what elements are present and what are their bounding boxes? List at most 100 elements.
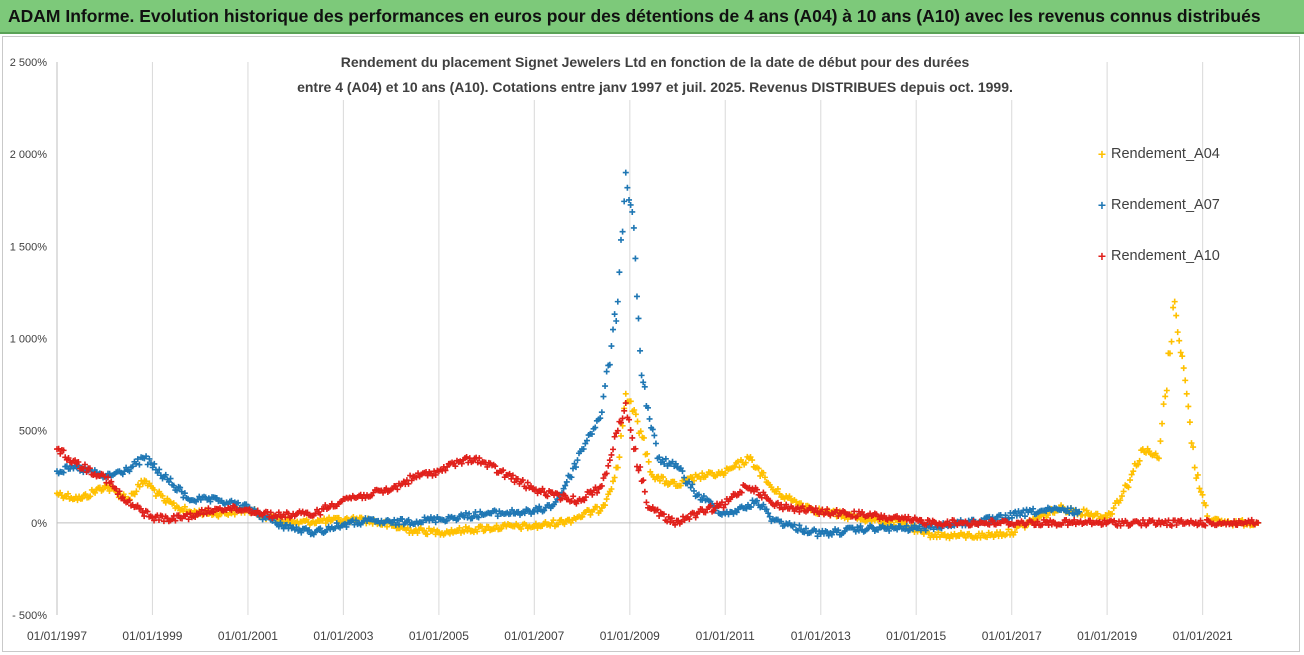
series-marker: [1179, 353, 1186, 360]
series-marker: [776, 490, 783, 497]
series-marker: [783, 501, 790, 508]
legend-label-a04: Rendement_A04: [1111, 145, 1220, 162]
series-marker: [660, 511, 667, 518]
series-marker: [1152, 450, 1159, 457]
series-marker: [539, 485, 546, 492]
x-tick-label: 01/01/2019: [1077, 629, 1137, 643]
series-marker: [637, 464, 644, 471]
data-point: [312, 510, 319, 517]
data-point: [54, 446, 60, 453]
data-point: [1104, 514, 1111, 521]
series-marker: [742, 459, 749, 466]
x-tick-label: 01/01/2015: [886, 629, 946, 643]
series-marker: [1170, 304, 1177, 311]
series-marker: [928, 520, 935, 527]
series-marker: [962, 534, 969, 541]
data-point: [77, 495, 84, 502]
data-point: [364, 517, 371, 524]
data-point: [630, 446, 637, 453]
series-marker: [167, 475, 174, 482]
series-marker: [794, 527, 801, 534]
series-marker: [632, 255, 639, 262]
series-marker: [977, 534, 984, 541]
series-marker: [687, 484, 694, 491]
series-marker: [916, 523, 923, 530]
series-marker: [640, 477, 647, 484]
series-marker: [635, 467, 642, 474]
series-marker: [1194, 471, 1201, 478]
legend-label-a10: Rendement_A10: [1111, 247, 1220, 264]
y-tick-label: - 500%: [12, 610, 47, 622]
series-marker: [640, 434, 647, 441]
series-marker: [852, 528, 859, 535]
series-marker: [405, 516, 412, 523]
series-marker: [718, 468, 725, 475]
series-marker: [778, 518, 785, 525]
data-point: [638, 372, 645, 379]
series-marker: [649, 426, 656, 433]
series-marker: [414, 530, 421, 537]
series-marker: [151, 486, 158, 493]
series-marker: [702, 509, 709, 516]
series-marker: [621, 407, 628, 414]
y-tick-label: 500%: [19, 426, 47, 438]
series-marker: [761, 492, 768, 499]
data-point: [54, 490, 60, 497]
data-point: [722, 510, 729, 517]
data-point: [769, 486, 776, 493]
series-marker: [672, 460, 679, 467]
data-point: [1191, 464, 1198, 471]
series-marker: [611, 433, 618, 440]
series-marker: [935, 529, 942, 536]
series-marker: [335, 514, 342, 521]
data-point: [614, 464, 621, 471]
report-banner-title: ADAM Informe. Evolution historique des p…: [0, 0, 1304, 34]
series-marker: [133, 488, 140, 495]
data-point: [897, 516, 904, 523]
series-marker: [275, 509, 282, 516]
series-marker: [523, 522, 530, 529]
series-marker: [185, 516, 192, 523]
series-marker: [617, 236, 624, 243]
series-marker: [352, 517, 359, 524]
data-point: [622, 390, 629, 397]
data-point: [531, 523, 538, 530]
data-point: [296, 527, 303, 534]
x-tick-label: 01/01/2011: [696, 629, 755, 643]
series-marker: [750, 488, 757, 495]
data-point: [1088, 510, 1095, 517]
series-marker: [984, 534, 991, 541]
data-point: [503, 523, 510, 530]
series-marker: [669, 458, 676, 465]
series-marker: [712, 504, 719, 511]
series-marker: [384, 523, 391, 530]
series-marker: [65, 490, 72, 497]
data-point: [1255, 519, 1262, 526]
series-marker: [616, 269, 623, 276]
series-marker: [154, 469, 161, 476]
data-point: [769, 501, 776, 508]
chart-title: Rendement du placement Signet Jewelers L…: [270, 50, 1040, 100]
series-marker: [881, 512, 888, 519]
series-marker: [560, 485, 567, 492]
series-marker: [519, 477, 526, 484]
data-point: [913, 525, 920, 532]
series-marker: [254, 507, 261, 514]
data-point: [694, 510, 701, 517]
series-marker: [700, 493, 707, 500]
series-marker: [647, 468, 654, 475]
series-marker: [1234, 522, 1241, 529]
series-marker: [1160, 401, 1167, 408]
series-marker: [1039, 521, 1046, 528]
series-marker: [1120, 488, 1127, 495]
series-marker: [645, 458, 652, 465]
series-marker: [603, 496, 610, 503]
data-point: [531, 486, 538, 493]
series-marker: [686, 478, 693, 485]
x-tick-label: 01/01/1999: [122, 629, 182, 643]
data-point: [471, 455, 478, 462]
series-marker: [689, 481, 696, 488]
series-marker: [574, 457, 581, 464]
series-marker: [956, 533, 963, 540]
series-marker: [859, 509, 866, 516]
